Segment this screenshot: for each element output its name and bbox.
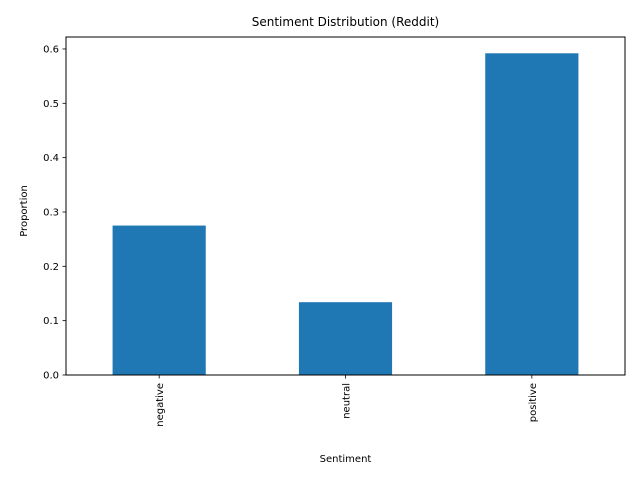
y-tick-label: 0.5 (43, 99, 59, 110)
chart-title: Sentiment Distribution (Reddit) (252, 15, 439, 29)
x-tick-label-positive: positive (528, 383, 539, 422)
bar-positive (485, 53, 579, 376)
bar-neutral (298, 302, 393, 375)
x-tick-label-neutral: neutral (342, 383, 353, 419)
plot-frame (65, 36, 626, 376)
y-tick-label: 0.3 (43, 207, 59, 218)
y-tick-label: 0.4 (43, 153, 59, 164)
bar-negative (112, 225, 206, 375)
y-tick-label: 0.2 (43, 262, 59, 273)
x-axis: negative neutral positive (155, 375, 539, 427)
x-tick-label-negative: negative (155, 383, 166, 427)
bars-group (112, 53, 579, 376)
y-axis: 0.0 0.1 0.2 0.3 0.4 0.5 0.6 (43, 44, 66, 382)
y-tick-label: 0.0 (43, 371, 59, 382)
x-axis-label: Sentiment (320, 454, 372, 465)
y-axis-label: Proportion (19, 185, 30, 237)
y-tick-label: 0.6 (43, 44, 59, 55)
y-tick-label: 0.1 (43, 316, 59, 327)
